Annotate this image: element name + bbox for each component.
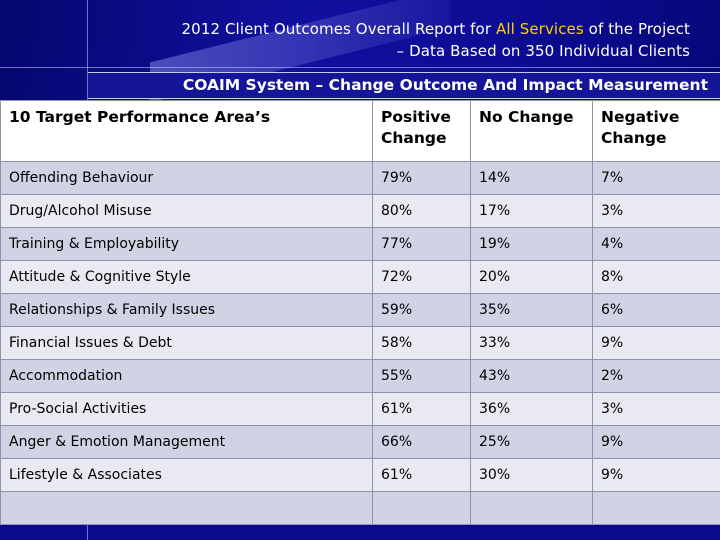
cell-negative-change: 3% [592, 392, 720, 426]
cell-area: Relationships & Family Issues [0, 293, 373, 327]
table-row: Lifestyle & Associates 61% 30% 9% [0, 458, 720, 492]
cell-positive-change: 59% [372, 293, 471, 327]
cell-no-change: 43% [470, 359, 593, 393]
cell-negative-change: 9% [592, 326, 720, 360]
cell-positive-change: 77% [372, 227, 471, 261]
cell-positive-change: 58% [372, 326, 471, 360]
column-header-negative: Negative Change [592, 100, 720, 162]
cell-positive-change: 61% [372, 392, 471, 426]
cell-negative-change: 7% [592, 161, 720, 195]
table-header-row: 10 Target Performance Area’s Positive Ch… [0, 100, 720, 162]
cell-no-change: 14% [470, 161, 593, 195]
table-row: Relationships & Family Issues 59% 35% 6% [0, 293, 720, 327]
cell-no-change: 17% [470, 194, 593, 228]
cell-area: Training & Employability [0, 227, 373, 261]
cell-area: Offending Behaviour [0, 161, 373, 195]
cell-positive-change: 79% [372, 161, 471, 195]
cell-no-change: 25% [470, 425, 593, 459]
table-row: Training & Employability 77% 19% 4% [0, 227, 720, 261]
table-row: Pro-Social Activities 61% 36% 3% [0, 392, 720, 426]
table-row: Financial Issues & Debt 58% 33% 9% [0, 326, 720, 360]
cell-area: Pro-Social Activities [0, 392, 373, 426]
cell-negative-change: 6% [592, 293, 720, 327]
cell-area: Drug/Alcohol Misuse [0, 194, 373, 228]
table-row [0, 491, 720, 525]
cell-positive-change: 61% [372, 458, 471, 492]
cell-no-change: 35% [470, 293, 593, 327]
title-suffix: of the Project [583, 20, 690, 38]
column-header-area: 10 Target Performance Area’s [0, 100, 373, 162]
cell-area: Financial Issues & Debt [0, 326, 373, 360]
cell-no-change: 36% [470, 392, 593, 426]
cell-positive-change: 55% [372, 359, 471, 393]
cell-area [0, 491, 373, 525]
cell-no-change [470, 491, 593, 525]
outcomes-table: 10 Target Performance Area’s Positive Ch… [0, 100, 720, 525]
cell-positive-change: 72% [372, 260, 471, 294]
cell-area: Lifestyle & Associates [0, 458, 373, 492]
title-line-2: – Data Based on 350 Individual Clients [396, 42, 690, 60]
cell-negative-change: 9% [592, 458, 720, 492]
cell-no-change: 30% [470, 458, 593, 492]
cell-negative-change: 2% [592, 359, 720, 393]
cell-negative-change: 9% [592, 425, 720, 459]
cell-no-change: 33% [470, 326, 593, 360]
table-row: Attitude & Cognitive Style 72% 20% 8% [0, 260, 720, 294]
table-row: Offending Behaviour 79% 14% 7% [0, 161, 720, 195]
cell-positive-change [372, 491, 471, 525]
cell-negative-change: 8% [592, 260, 720, 294]
cell-no-change: 20% [470, 260, 593, 294]
cell-positive-change: 80% [372, 194, 471, 228]
cell-positive-change: 66% [372, 425, 471, 459]
slide-title: 2012 Client Outcomes Overall Report for … [90, 18, 690, 62]
title-highlight: All Services [495, 20, 584, 38]
subtitle-bar: COAIM System – Change Outcome And Impact… [88, 72, 720, 99]
column-header-no-change: No Change [470, 100, 593, 162]
cell-area: Anger & Emotion Management [0, 425, 373, 459]
cell-negative-change [592, 491, 720, 525]
cell-negative-change: 4% [592, 227, 720, 261]
cell-no-change: 19% [470, 227, 593, 261]
title-prefix: 2012 Client Outcomes Overall Report for [181, 20, 496, 38]
cell-negative-change: 3% [592, 194, 720, 228]
table-row: Drug/Alcohol Misuse 80% 17% 3% [0, 194, 720, 228]
column-header-positive: Positive Change [372, 100, 471, 162]
cell-area: Attitude & Cognitive Style [0, 260, 373, 294]
cell-area: Accommodation [0, 359, 373, 393]
decorative-horizontal-line [0, 67, 720, 68]
table-row: Accommodation 55% 43% 2% [0, 359, 720, 393]
table-row: Anger & Emotion Management 66% 25% 9% [0, 425, 720, 459]
slide-subtitle: COAIM System – Change Outcome And Impact… [182, 76, 708, 94]
